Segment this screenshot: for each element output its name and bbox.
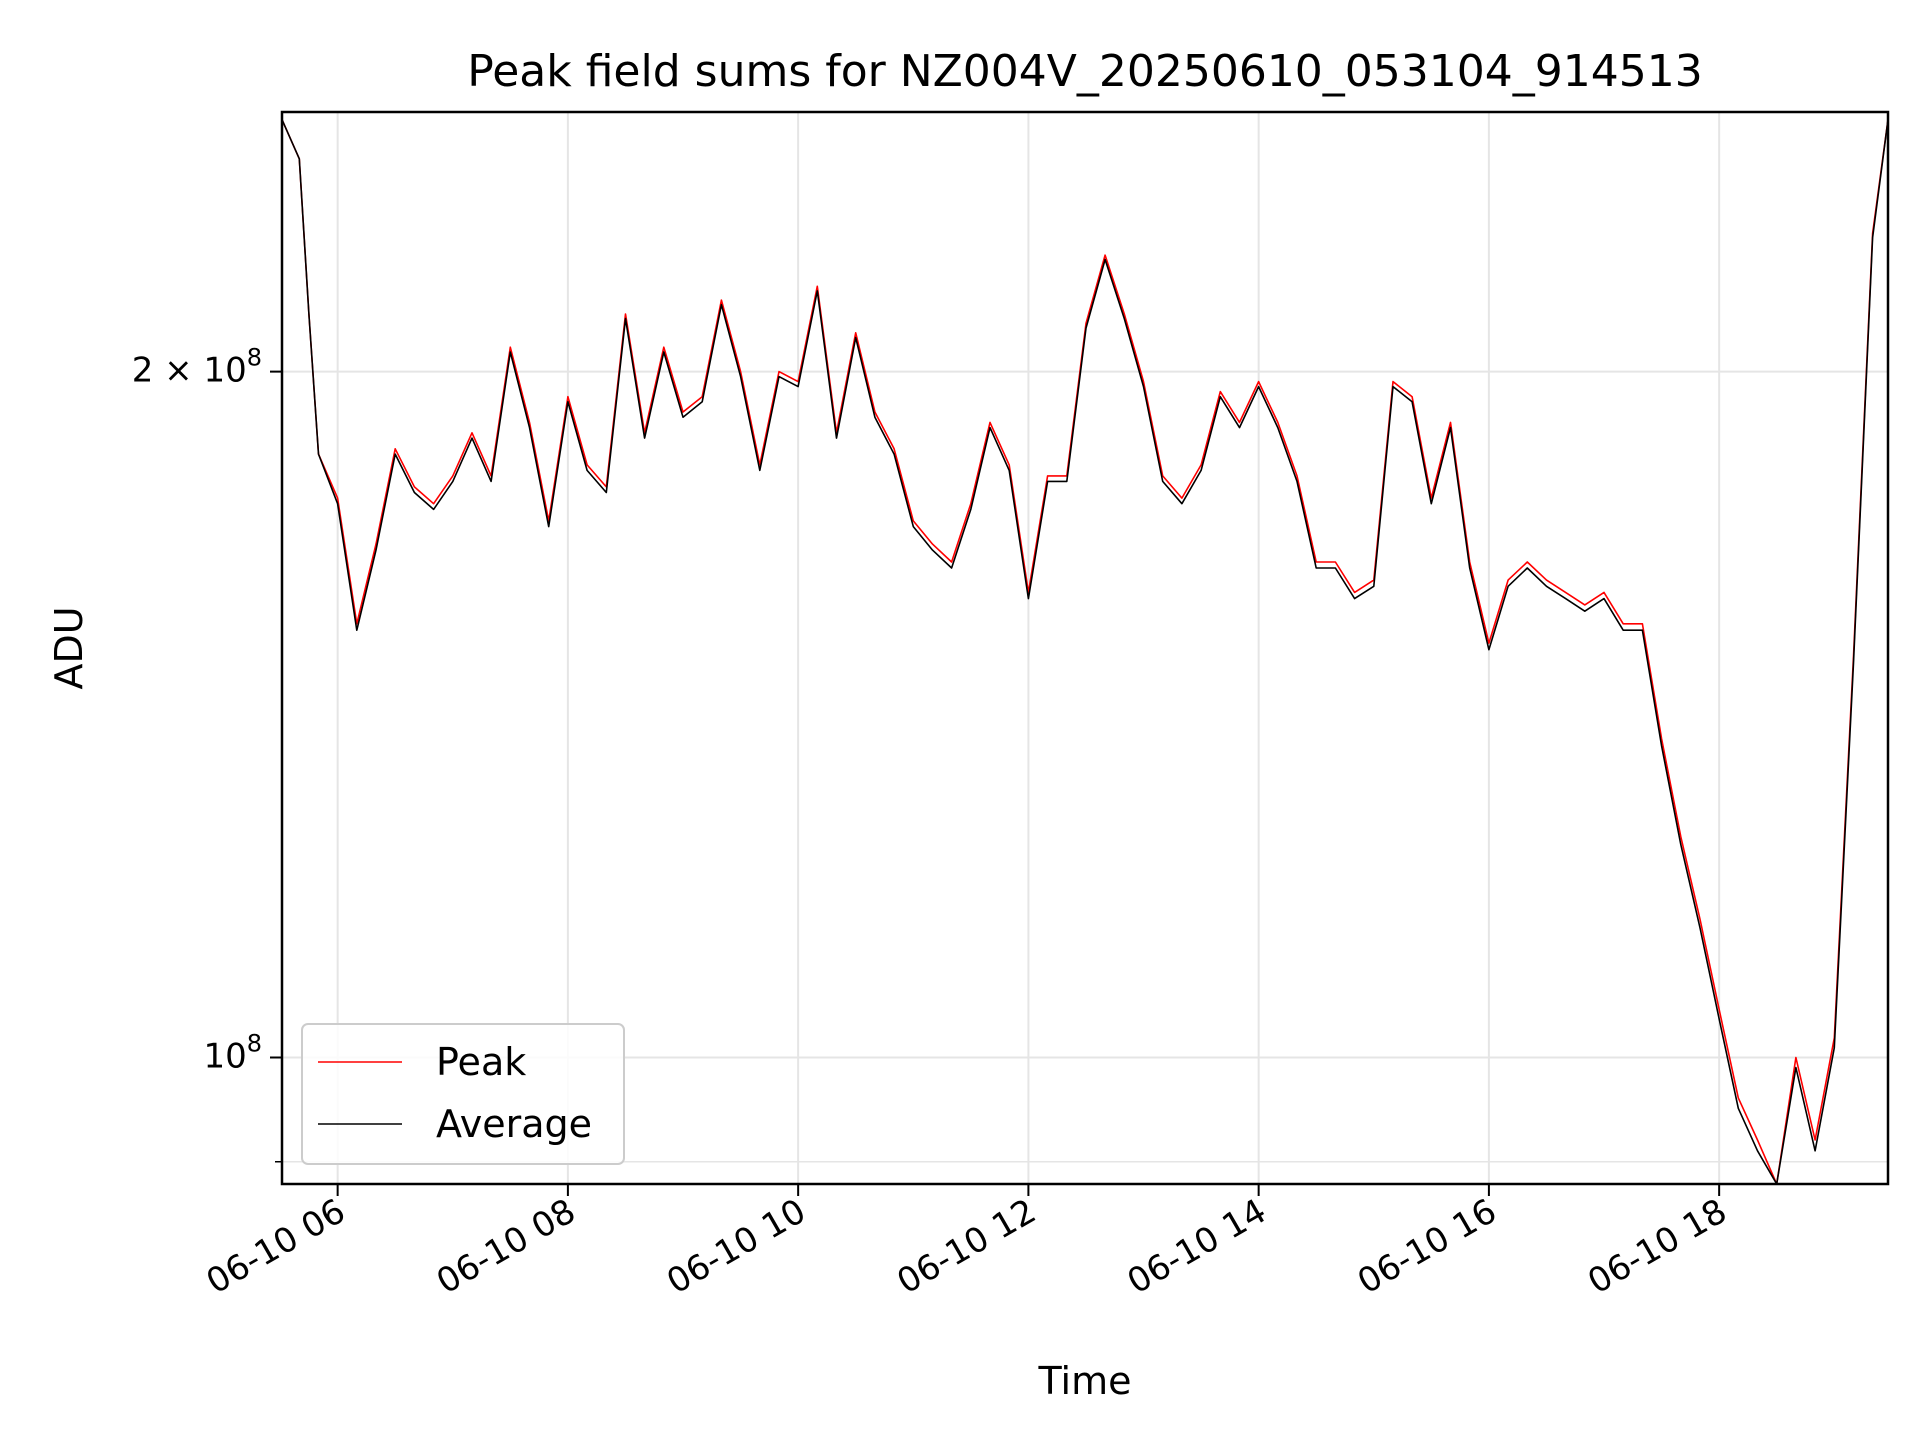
x-tick-label: 06-10 14 (1121, 1191, 1273, 1302)
y-tick-label: 108 (203, 1030, 262, 1077)
series-line-average (281, 119, 1889, 1185)
chart-title: Peak field sums for NZ004V_20250610_0531… (467, 46, 1702, 97)
legend-label-peak: Peak (436, 1040, 526, 1084)
x-tick-label: 06-10 18 (1581, 1191, 1733, 1302)
y-tick-base: 10 (203, 1037, 246, 1077)
x-tick-label: 06-10 06 (200, 1191, 352, 1302)
x-tick-label: 06-10 16 (1351, 1191, 1503, 1302)
y-axis-label: ADU (47, 606, 91, 689)
series-lines (281, 119, 1889, 1185)
x-tick-label: 06-10 10 (660, 1191, 812, 1302)
legend-label-average: Average (436, 1102, 592, 1146)
y-tick-base: 2 × 10 (132, 351, 247, 391)
legend: Peak Average (301, 1023, 625, 1165)
x-axis-label: Time (1038, 1359, 1132, 1403)
y-tick-exponent: 8 (247, 1030, 262, 1058)
x-tick-label: 06-10 12 (891, 1191, 1043, 1302)
y-tick-label: 2 × 108 (132, 344, 262, 391)
y-tick-exponent: 8 (247, 344, 262, 372)
x-axis-ticks: 06-10 06 06-10 08 06-10 10 06-10 12 06-10 14… (200, 1184, 1734, 1302)
plot-frame (280, 110, 1890, 1186)
x-tick-label: 06-10 08 (430, 1191, 582, 1302)
legend-box (301, 1023, 625, 1165)
